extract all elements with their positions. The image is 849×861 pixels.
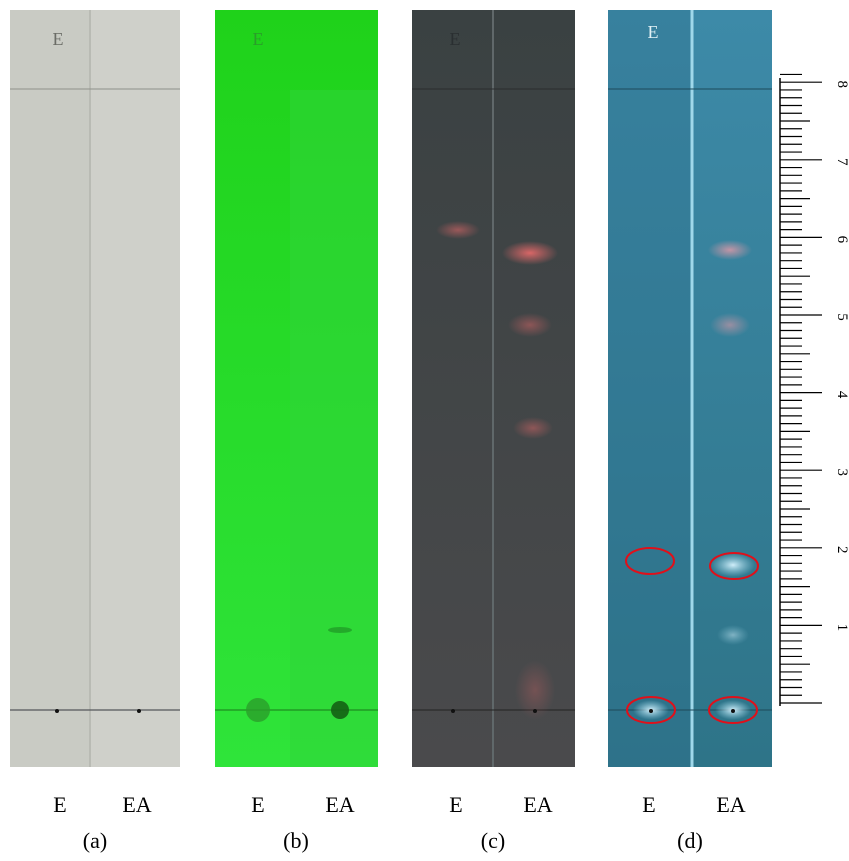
lane-label: EA <box>716 792 745 817</box>
ruler-label: 8 <box>834 80 849 88</box>
ruler-label: 2 <box>834 546 849 554</box>
ruler-label: 1 <box>834 624 849 632</box>
ruler-label: 3 <box>834 468 849 476</box>
lane-label: EA <box>523 792 552 817</box>
lane-label: E <box>53 792 66 817</box>
plate-mark: E <box>648 22 659 42</box>
lane-label: EA <box>122 792 151 817</box>
lane-label: E <box>251 792 264 817</box>
plate-d <box>608 10 772 767</box>
lane-label: E <box>449 792 462 817</box>
plate-b <box>215 10 378 767</box>
plate-mark: E <box>450 29 461 49</box>
plate-mark: E <box>253 29 264 49</box>
plate-c <box>412 10 575 767</box>
ruler-label: 6 <box>834 236 849 244</box>
panel-label: (a) <box>83 828 107 853</box>
panel-label: (c) <box>481 828 505 853</box>
panel-label: (d) <box>677 828 703 853</box>
plate-a <box>10 10 180 767</box>
ruler-label: 7 <box>834 158 849 166</box>
ruler: 1 2 3 4 5 6 7 8 <box>780 74 849 706</box>
lane-label: E <box>642 792 655 817</box>
ruler-label: 5 <box>834 313 849 321</box>
plate-mark: E <box>53 29 64 49</box>
figure: 1 2 3 4 5 6 7 8 E E EA (a) E E EA (b) E E EA (c) E E EA (d) <box>0 0 849 856</box>
panel-label: (b) <box>283 828 309 853</box>
lane-label: EA <box>325 792 354 817</box>
ruler-label: 4 <box>834 391 849 399</box>
